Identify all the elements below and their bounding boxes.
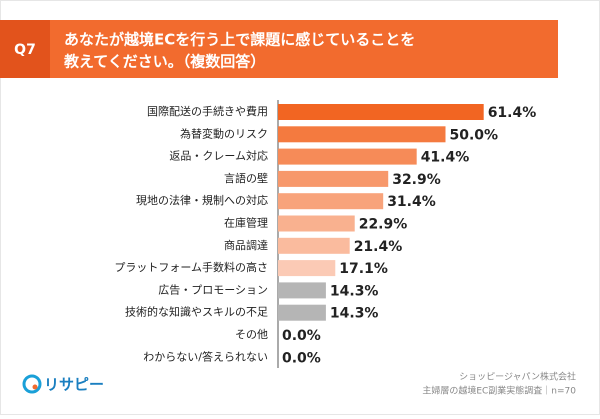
header-banner bbox=[0, 20, 558, 78]
source: ショッピージャパン株式会社 bbox=[459, 371, 576, 383]
value-label: 0.0% bbox=[282, 350, 321, 366]
source: 主婦層の越境EC副業実態調査｜n=70 bbox=[422, 385, 576, 397]
chart-title: 教えてください。（複数回答） bbox=[63, 53, 265, 71]
category-label: 言語の壁 bbox=[224, 171, 268, 185]
bar bbox=[278, 104, 484, 120]
value-label: 21.4% bbox=[354, 239, 403, 255]
category-label: プラットフォーム手数料の高さ bbox=[114, 260, 268, 274]
category-label: 返品・クレーム対応 bbox=[169, 149, 268, 163]
question-label: Q7 bbox=[14, 42, 36, 58]
bar bbox=[278, 148, 417, 165]
bar bbox=[278, 126, 446, 143]
bar bbox=[278, 260, 336, 277]
category-label: わからない/答えられない bbox=[143, 349, 268, 363]
value-label: 50.0% bbox=[450, 127, 499, 143]
value-label: 61.4% bbox=[488, 105, 537, 121]
bar bbox=[278, 304, 326, 321]
category-label: 現地の法律・規制への対応 bbox=[136, 193, 268, 207]
category-label: 商品調達 bbox=[224, 238, 268, 252]
bar bbox=[278, 237, 350, 254]
category-label: その他 bbox=[235, 328, 268, 341]
logo-icon bbox=[22, 374, 42, 394]
value-label: 41.4% bbox=[421, 150, 470, 166]
category-label: 在庫管理 bbox=[224, 216, 268, 230]
logo: リサピー bbox=[44, 376, 104, 394]
bar bbox=[278, 193, 384, 210]
category-label: 広告・プロモーション bbox=[158, 283, 268, 296]
value-label: 31.4% bbox=[387, 194, 436, 210]
logo-icon bbox=[32, 384, 38, 390]
bar bbox=[278, 215, 355, 232]
category-label: 為替変動のリスク bbox=[180, 126, 268, 140]
value-label: 17.1% bbox=[339, 261, 388, 277]
category-label: 技術的な知識やスキルの不足 bbox=[125, 305, 268, 319]
bar bbox=[278, 170, 389, 187]
value-label: 0.0% bbox=[282, 328, 321, 344]
category-label: 国際配送の手続きや費用 bbox=[147, 104, 268, 118]
bar bbox=[278, 282, 326, 299]
value-label: 22.9% bbox=[359, 217, 408, 233]
value-label: 14.3% bbox=[330, 306, 379, 322]
value-label: 32.9% bbox=[392, 172, 441, 188]
value-label: 14.3% bbox=[330, 283, 379, 299]
chart-title: あなたが越境ECを行う上で課題に感じていることを bbox=[64, 31, 415, 49]
question-box bbox=[0, 20, 50, 78]
